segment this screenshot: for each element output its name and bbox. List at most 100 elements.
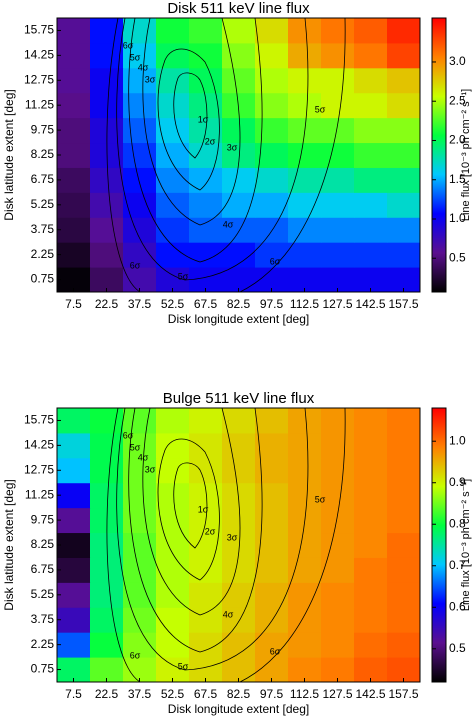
heatmap-cell: [321, 557, 355, 583]
contour-line: [173, 72, 208, 159]
y-tick-label: 0.75: [31, 272, 55, 286]
heatmap-cell: [255, 18, 289, 44]
chart-title: Bulge 511 keV line flux: [163, 390, 315, 407]
heatmap-cell: [90, 192, 124, 218]
colorbar-tick-label: 1.0: [449, 433, 466, 447]
heatmap-cell: [354, 42, 388, 69]
heatmap-cell: [123, 42, 157, 69]
heatmap-cell: [57, 582, 91, 608]
heatmap-cell: [156, 507, 190, 534]
heatmap-cell: [255, 607, 289, 633]
y-tick-label: 15.75: [24, 413, 54, 427]
x-tick-label: 22.5: [95, 687, 119, 701]
contour-label: 6σ: [130, 650, 141, 660]
heatmap-cell: [354, 532, 388, 558]
y-tick-label: 11.25: [25, 487, 54, 501]
y-tick-label: 9.75: [31, 512, 55, 526]
contour-label: 1σ: [198, 504, 209, 514]
x-tick-label: 112.5: [290, 687, 319, 701]
heatmap-cell: [387, 632, 421, 658]
x-tick-label: 7.5: [65, 687, 82, 701]
heatmap-cell: [288, 42, 322, 69]
contour-label: 5σ: [130, 52, 141, 62]
y-axis-label: Disk latitude extent [deg]: [2, 89, 16, 220]
contours: [106, 17, 346, 293]
heatmap-cell: [156, 192, 190, 218]
heatmap-cell: [321, 117, 355, 144]
x-tick-label: 142.5: [355, 687, 385, 701]
contour-line: [173, 462, 208, 549]
x-tick-label: 112.5: [290, 297, 319, 311]
x-tick-label: 67.5: [194, 687, 218, 701]
contour-label: 4σ: [138, 452, 149, 462]
contour-label: 6σ: [123, 40, 134, 50]
heatmap-cell: [354, 408, 388, 434]
heatmap-cell: [222, 192, 256, 218]
heatmap-cell: [354, 457, 388, 484]
heatmap-cell: [156, 42, 190, 69]
colorbar-tick-label: 0.8: [449, 516, 466, 530]
heatmap-cell: [57, 432, 91, 459]
heatmap-cell: [57, 18, 91, 44]
heatmap-cell: [90, 242, 124, 268]
heatmap-cell: [321, 217, 355, 243]
heatmap-cell: [321, 457, 355, 484]
heatmap-cell: [57, 67, 91, 94]
heatmap-cell: [123, 92, 157, 119]
chart-title: Disk 511 keV line flux: [167, 0, 310, 17]
heatmap-cell: [321, 142, 355, 168]
contour-line: [128, 17, 263, 263]
heatmap-cell: [255, 582, 289, 608]
heatmap-cell: [354, 117, 388, 144]
heatmap-cell: [255, 167, 289, 193]
heatmap-cell: [57, 42, 91, 69]
x-tick-label: 7.5: [65, 297, 82, 311]
heatmap-cell: [321, 18, 355, 44]
x-tick-label: 157.5: [388, 687, 418, 701]
heatmap-cell: [156, 457, 190, 484]
contour-line: [106, 17, 346, 293]
heatmap-cell: [156, 92, 190, 119]
heatmap-cell: [156, 582, 190, 608]
heatmap-cell: [255, 67, 289, 94]
heatmap-cell: [387, 457, 421, 484]
y-tick-label: 14.25: [24, 438, 54, 452]
heatmap-cell: [156, 117, 190, 144]
y-tick-label: 9.75: [31, 122, 55, 136]
heatmap-cell: [321, 167, 355, 193]
heatmap-cell: [90, 632, 124, 658]
contour-label: 3σ: [227, 142, 238, 152]
heatmap-cell: [222, 607, 256, 633]
heatmap-cell: [354, 142, 388, 168]
heatmap-cell: [354, 482, 388, 509]
x-axis-label: Disk longitude extent [deg]: [168, 702, 309, 716]
heatmap-cell: [123, 557, 157, 583]
y-tick-label: 3.75: [31, 612, 55, 626]
heatmap-cell: [321, 632, 355, 658]
heatmap-cell: [387, 142, 421, 168]
x-tick-label: 127.5: [322, 687, 352, 701]
heatmap-cell: [222, 167, 256, 193]
heatmap-cell: [57, 117, 91, 144]
heatmap-cell: [288, 457, 322, 484]
heatmap-cell: [387, 42, 421, 69]
heatmap-cell: [321, 42, 355, 69]
heatmap-cell: [57, 607, 91, 633]
heatmap-cell: [255, 482, 289, 509]
contour-label: 5σ: [178, 661, 189, 671]
colorbar-tick-label: 2.5: [449, 93, 466, 107]
heatmap-cell: [321, 408, 355, 434]
colorbar-tick-label: 0.5: [449, 641, 466, 655]
heatmap-cell: [354, 632, 388, 658]
x-tick-label: 52.5: [161, 297, 185, 311]
heatmap-cell: [57, 167, 91, 193]
heatmap-cell: [288, 582, 322, 608]
heatmap-cell: [255, 92, 289, 119]
heatmap-cell: [288, 92, 322, 119]
heatmap-cell: [321, 532, 355, 558]
colorbar-tick-label: 0.7: [449, 558, 466, 572]
heatmap-cell: [57, 532, 91, 558]
contour-label: 6σ: [270, 256, 281, 266]
heatmap-cell: [90, 607, 124, 633]
